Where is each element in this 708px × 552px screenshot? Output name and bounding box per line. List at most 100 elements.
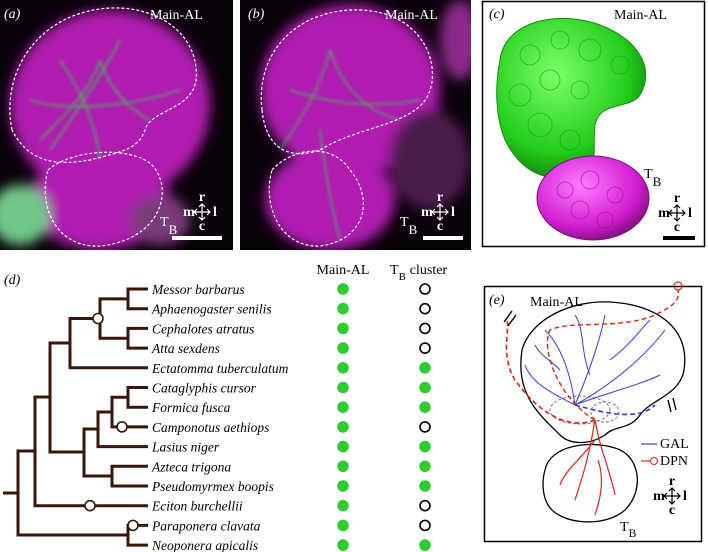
tb-cluster-dot [419,381,431,394]
tb-base: T [644,167,653,182]
tb-suffix: cluster [410,263,448,278]
main-al-dot [337,401,349,414]
main-al-dot [337,302,349,315]
main-al-dot [337,539,349,551]
tb-sub: B [169,222,178,237]
tb-sub: B [409,222,418,237]
main-al-dot [337,460,349,473]
legend-label: GAL [660,437,689,452]
main-al-dot [337,342,349,354]
compass-label: r [437,190,443,205]
compass-label: r [199,190,205,205]
compass-arrows [193,203,211,221]
tb-base: T [400,215,409,230]
image-a [0,0,233,250]
main-al-dot [337,480,349,492]
compass-label: c [674,220,680,235]
legend-swatch [650,457,658,465]
species-name: Aphaenogaster senilis [151,302,272,317]
main-al-dot [337,322,349,335]
tb-sub: B [629,528,637,540]
panel-label: (a) [4,7,21,22]
compass-arrows [663,487,681,505]
tree-node-markers [84,312,139,532]
main-al-dot [337,440,349,453]
species-name: Azteca trigona [151,459,231,474]
region-label: TB [160,215,177,237]
species-name: Ectatomma tuberculatum [151,361,289,376]
tb-cluster-dot [419,440,431,453]
compass-label: l [213,205,217,220]
species-name: Pseudomyrmex boopis [151,479,274,494]
species-name: Formica fusca [151,400,231,415]
tb-cluster-dot [419,283,431,295]
species-name: Eciton burchellii [151,499,243,514]
main-al-dot [337,381,349,394]
main-al-dot [337,361,349,374]
tb-base: T [160,215,169,230]
main-al-dot [337,519,349,532]
main-al-dot [337,421,349,433]
compass-label: l [683,489,687,504]
compass-label: m [658,206,670,221]
panel-label: (e) [489,293,505,308]
panel-label: (b) [248,7,265,22]
compass-label: c [669,503,675,518]
tb-cluster-dot [419,519,431,532]
render-c [496,18,695,241]
tb-cluster-dot [419,499,431,512]
tb-cluster-dot [419,401,431,414]
compass-label: m [183,205,195,220]
species-name: Paraponera clavata [151,518,261,533]
tb-sub: B [399,271,406,283]
region-label: Main-AL [385,8,438,23]
species-name: Messor barbarus [151,282,245,297]
species-name: Lasius niger [151,440,220,455]
tb-cluster-dot [419,342,431,354]
panel-e-frame [483,285,703,543]
compass-label: l [451,205,455,220]
compass-arrows [668,204,686,222]
tb-cluster-dot [419,302,431,315]
compass-label: c [199,219,205,234]
species-name: Camponotus aethiops [152,420,269,435]
region-label: TB [400,215,417,237]
tb-cluster-dot [419,322,431,335]
compass-label: r [674,191,680,206]
species-name: Cataglyphis cursor [152,381,257,396]
region-label: TB [620,520,637,540]
panel-label: (c) [489,7,505,22]
compass-label: c [437,219,443,234]
main-al-dot [337,499,349,512]
region-label: Main-AL [150,8,203,23]
species-name: Atta sexdens [151,341,220,356]
schematic-e [503,281,686,523]
compass-label: r [669,474,675,489]
tb-base: T [620,520,629,535]
tb-cluster-dot [419,480,431,492]
column-header: TB cluster [390,263,447,283]
tb-cluster-dot [419,361,431,374]
species-name: Neoponera apicalis [151,538,258,552]
compass-label: m [421,205,433,220]
compass-arrows [431,203,449,221]
column-header: Main-AL [317,263,370,278]
species-name: Cephalotes atratus [152,321,254,336]
legend-label: DPN [660,454,688,469]
image-b [240,0,471,250]
panel-label: (d) [4,273,21,288]
region-label: Main-AL [530,295,583,310]
tb-sub: B [653,174,662,189]
compass-label: l [688,206,692,221]
tb-cluster-dot [419,539,431,551]
tb-cluster-dot [419,460,431,473]
tb-base: T [390,263,399,278]
compass-label: m [653,489,665,504]
tb-cluster-dot [419,421,431,433]
phylogeny [3,287,148,547]
main-al-dot [337,283,349,295]
region-label: TB [644,167,661,189]
